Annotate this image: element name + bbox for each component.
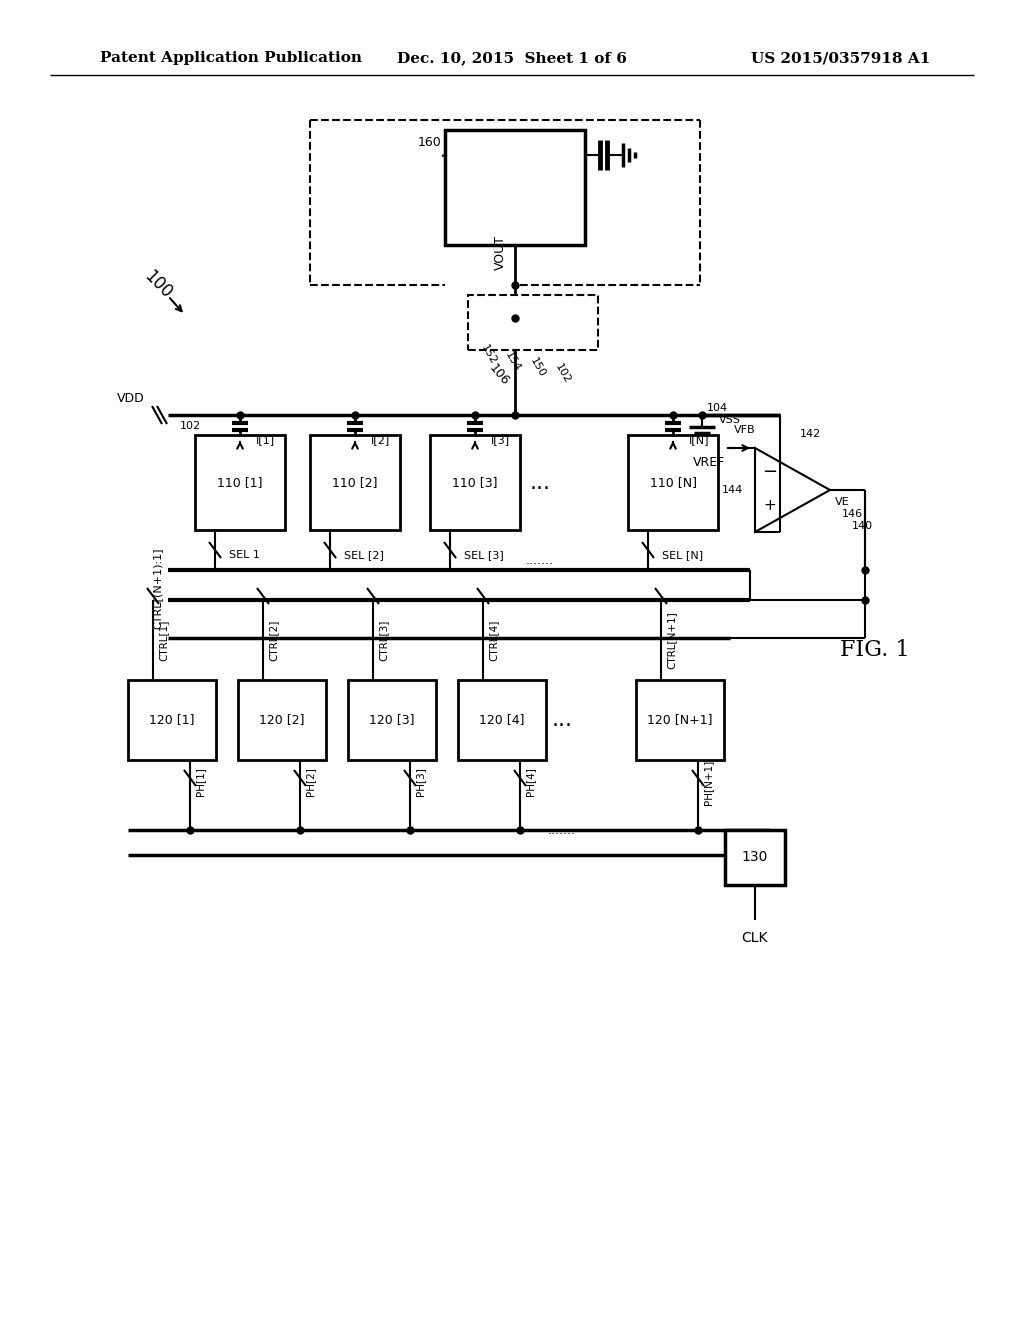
Bar <box>636 680 724 760</box>
Text: ...: ... <box>552 710 572 730</box>
Text: SEL 1: SEL 1 <box>229 550 260 560</box>
Text: PH[2]: PH[2] <box>305 767 315 796</box>
Text: VFB: VFB <box>734 425 756 436</box>
Text: .......: ....... <box>526 553 554 566</box>
Text: 120 [2]: 120 [2] <box>259 714 305 726</box>
Text: FIG. 1: FIG. 1 <box>840 639 909 661</box>
Text: 110 [2]: 110 [2] <box>332 477 378 490</box>
Text: 120 [4]: 120 [4] <box>479 714 524 726</box>
Bar <box>468 294 598 350</box>
Text: 140: 140 <box>851 521 872 531</box>
Text: +: + <box>764 499 776 513</box>
Bar <box>628 436 718 531</box>
Text: Dec. 10, 2015  Sheet 1 of 6: Dec. 10, 2015 Sheet 1 of 6 <box>397 51 627 65</box>
Text: PH[1]: PH[1] <box>195 767 205 796</box>
Text: 120 [1]: 120 [1] <box>150 714 195 726</box>
Text: VE: VE <box>835 498 849 507</box>
Text: VSS: VSS <box>719 414 741 425</box>
Text: −: − <box>763 463 777 480</box>
Text: 110 [1]: 110 [1] <box>217 477 263 490</box>
Text: Patent Application Publication: Patent Application Publication <box>100 51 362 65</box>
Text: SEL [N]: SEL [N] <box>662 550 703 560</box>
Text: CTRL[2]: CTRL[2] <box>268 619 278 661</box>
Bar <box>458 680 546 760</box>
Text: 150: 150 <box>528 356 548 380</box>
Text: VREF: VREF <box>693 455 725 469</box>
Text: 100: 100 <box>140 268 175 302</box>
Text: 120 [N+1]: 120 [N+1] <box>647 714 713 726</box>
Text: PH[4]: PH[4] <box>525 767 535 796</box>
Text: CTRL[4]: CTRL[4] <box>488 619 498 661</box>
Text: PH[3]: PH[3] <box>415 767 425 796</box>
Text: PH[N+1]: PH[N+1] <box>703 759 713 805</box>
Text: CTRL[N+1]: CTRL[N+1] <box>666 611 676 669</box>
Bar <box>430 436 520 531</box>
Text: 106: 106 <box>486 362 512 388</box>
Bar <box>238 680 326 760</box>
Text: I[3]: I[3] <box>490 436 510 445</box>
Text: ...: ... <box>529 473 551 492</box>
Bar <box>445 129 585 246</box>
Text: 146: 146 <box>842 510 862 519</box>
Text: .......: ....... <box>548 824 575 837</box>
Bar <box>725 830 785 884</box>
Text: 102: 102 <box>553 363 572 385</box>
Text: 102: 102 <box>180 421 201 432</box>
Text: 110 [N]: 110 [N] <box>649 477 696 490</box>
Text: I[1]: I[1] <box>256 436 275 445</box>
Text: 144: 144 <box>722 484 743 495</box>
Text: US 2015/0357918 A1: US 2015/0357918 A1 <box>751 51 930 65</box>
Text: 142: 142 <box>800 429 820 440</box>
Text: VOUT: VOUT <box>494 235 507 271</box>
Text: 160: 160 <box>418 136 442 149</box>
Bar <box>128 680 216 760</box>
Bar <box>195 436 285 531</box>
Text: CLK: CLK <box>741 931 768 945</box>
Bar <box>310 436 400 531</box>
Text: CTRL[1]: CTRL[1] <box>158 619 168 661</box>
Text: 130: 130 <box>741 850 768 865</box>
Text: CTRL[3]: CTRL[3] <box>378 619 388 661</box>
Text: 152: 152 <box>479 343 499 367</box>
Text: 104: 104 <box>707 403 728 413</box>
Bar <box>348 680 436 760</box>
Text: I[N]: I[N] <box>689 436 710 445</box>
Text: 120 [3]: 120 [3] <box>370 714 415 726</box>
Text: SEL [2]: SEL [2] <box>344 550 384 560</box>
Text: 110 [3]: 110 [3] <box>453 477 498 490</box>
Text: I[2]: I[2] <box>371 436 390 445</box>
Text: SEL [3]: SEL [3] <box>464 550 504 560</box>
Text: CTRL[(N+1):1]: CTRL[(N+1):1] <box>152 548 162 628</box>
Text: 154: 154 <box>504 350 522 374</box>
Text: VDD: VDD <box>118 392 145 404</box>
